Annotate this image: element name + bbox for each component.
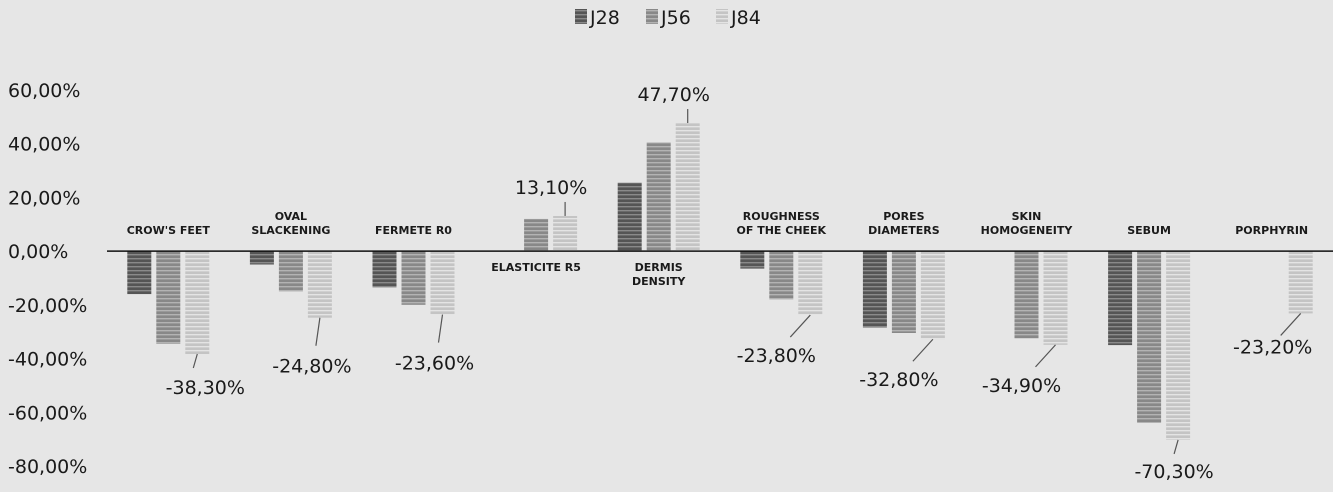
leader-line <box>912 338 934 362</box>
bar-j28 <box>127 251 152 295</box>
category-label: CROW'S FEET <box>127 224 211 237</box>
data-label-item: -24,80% <box>272 317 352 378</box>
leader-line <box>192 353 198 369</box>
bar-j56 <box>401 251 426 305</box>
data-label-item: -23,60% <box>395 314 474 375</box>
bar-j84 <box>307 251 332 318</box>
data-label-item: -34,90% <box>982 344 1061 397</box>
category-label: OVAL SLACKENING <box>251 210 330 237</box>
category-labels: CROW'S FEET OVAL SLACKENING FERMETE R0 ELAST… <box>127 210 1308 288</box>
chart-legend: J28 J56 J84 <box>575 7 761 29</box>
leader-line <box>1280 313 1302 336</box>
bar-j56 <box>524 218 549 252</box>
bar-j84 <box>553 216 578 252</box>
bar-j56 <box>156 251 181 344</box>
bar-j84 <box>1043 251 1068 345</box>
bar-j84 <box>675 123 700 252</box>
legend-item-j28: J28 <box>575 7 620 29</box>
category-label: ELASTICITE R5 <box>491 261 581 274</box>
data-label-item: -32,80% <box>859 338 939 391</box>
bar-j84 <box>920 251 945 340</box>
legend-swatch <box>716 9 728 24</box>
legend-item-j84: J84 <box>716 7 761 29</box>
legend-label: J84 <box>730 7 761 29</box>
category-label: PORES DIAMETERS <box>868 210 940 237</box>
legend-swatch <box>646 9 658 24</box>
data-label: -70,30% <box>1134 461 1213 483</box>
bar-j84 <box>798 251 823 315</box>
bars-layer <box>127 123 1313 440</box>
legend-label: J28 <box>589 7 620 29</box>
bar-j28 <box>862 251 887 328</box>
data-label-item: -38,30% <box>166 353 245 399</box>
bar-j56 <box>769 251 794 300</box>
leader-line <box>315 317 321 346</box>
data-label: 13,10% <box>515 177 587 199</box>
bar-j56 <box>646 142 671 252</box>
data-label: -23,80% <box>737 345 816 367</box>
bar-j84 <box>1288 251 1313 314</box>
data-label: -24,80% <box>272 356 351 378</box>
y-tick-label: 20,00% <box>8 187 80 209</box>
bar-j28 <box>249 251 274 265</box>
bar-j28 <box>1108 251 1133 346</box>
y-axis: 60,00% 40,00% 20,00% 0,00% -20,00% -40,00% -60… <box>8 80 87 478</box>
data-label: -38,30% <box>166 377 245 399</box>
category-label: PORPHYRIN <box>1235 224 1308 237</box>
y-tick-label: 40,00% <box>8 134 80 156</box>
bar-j84 <box>185 251 210 354</box>
category-label: FERMETE R0 <box>375 224 452 237</box>
leader-line <box>789 314 811 338</box>
bar-j28 <box>372 251 397 288</box>
category-label: SEBUM <box>1127 224 1171 237</box>
y-tick-label: -20,00% <box>8 295 87 317</box>
data-label-item: -23,20% <box>1233 313 1312 359</box>
leader-line <box>437 314 444 343</box>
data-label-item: 47,70% <box>637 84 710 124</box>
bar-j84 <box>430 251 455 315</box>
data-label-item: 13,10% <box>515 177 587 216</box>
category-label: ROUGHNESS OF THE CHEEK <box>737 210 827 237</box>
leader-line <box>1173 439 1179 455</box>
category-label: SKIN HOMOGENEITY <box>981 210 1074 237</box>
y-tick-label: -40,00% <box>8 349 87 371</box>
data-labels: -38,30% -24,80% -23,60% 13,10% 47,70% -23,80%… <box>166 84 1313 483</box>
leader-line <box>1035 344 1056 368</box>
y-tick-label: -60,00% <box>8 402 87 424</box>
bar-j28 <box>617 182 642 252</box>
bar-j56 <box>891 251 916 333</box>
legend-label: J56 <box>660 7 691 29</box>
legend-item-j56: J56 <box>646 7 691 29</box>
data-label: -23,20% <box>1233 337 1312 359</box>
bar-j56 <box>1014 251 1039 339</box>
data-label-item: -70,30% <box>1134 439 1214 483</box>
bar-j56 <box>278 251 303 292</box>
data-label: -23,60% <box>395 353 474 375</box>
category-label: DERMIS DENSITY <box>632 261 686 288</box>
data-label-item: -23,80% <box>737 314 816 367</box>
data-label: -32,80% <box>859 369 938 391</box>
data-label: -34,90% <box>982 375 1061 397</box>
y-tick-label: -80,00% <box>8 456 87 478</box>
bar-j56 <box>1137 251 1162 423</box>
bar-j84 <box>1166 251 1191 440</box>
data-label: 47,70% <box>637 84 709 106</box>
legend-swatch <box>575 9 587 24</box>
y-tick-label: 0,00% <box>8 241 68 263</box>
bar-j28 <box>740 251 765 269</box>
y-tick-label: 60,00% <box>8 80 80 102</box>
